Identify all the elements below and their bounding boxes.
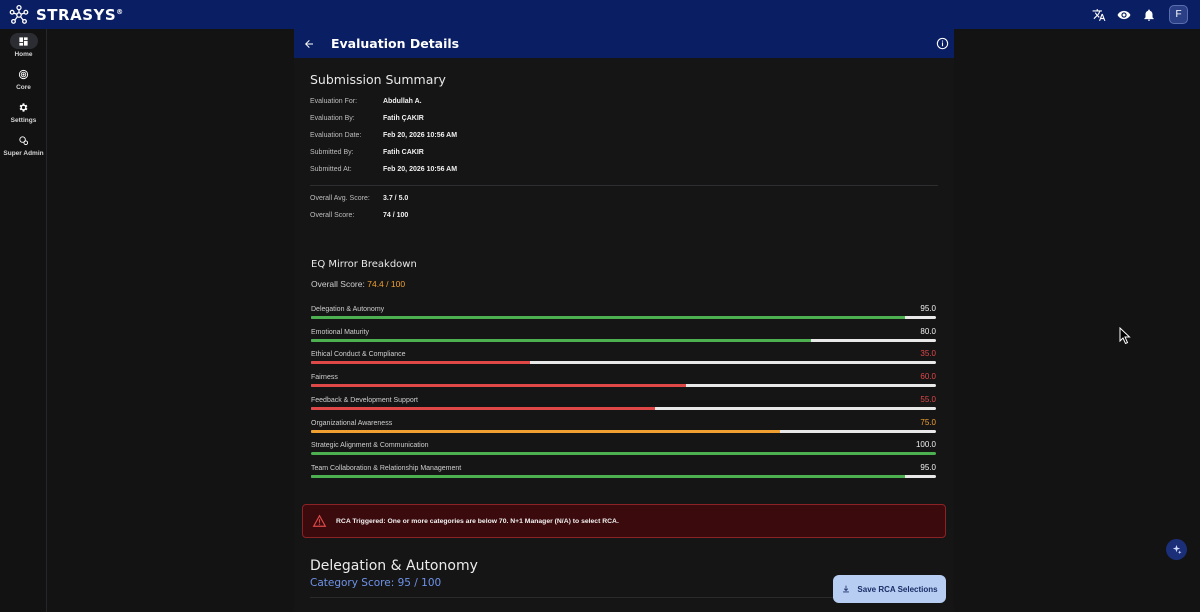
eq-category-value: 95.0 xyxy=(920,462,936,472)
eq-category-label: Organizational Awareness xyxy=(311,419,393,427)
eq-category-bar-fill xyxy=(311,361,530,365)
sidebar-nav: Home Core Settings Super Admin xyxy=(0,29,47,612)
brand-name: STRASYS® xyxy=(36,5,124,24)
eq-category-row: Feedback & Development Support 55.0 xyxy=(311,394,936,419)
notifications-button[interactable] xyxy=(1136,0,1161,29)
ai-assistant-button[interactable] xyxy=(1166,539,1187,560)
top-app-bar: STRASYS® F xyxy=(0,0,1200,29)
eq-category-value: 35.0 xyxy=(920,349,936,359)
eq-category-bar-fill xyxy=(311,429,780,433)
eq-category-bar-track xyxy=(311,384,936,388)
rca-alert-text: RCA Triggered: One or more categories ar… xyxy=(336,517,619,525)
panel-header: Evaluation Details xyxy=(294,29,954,58)
admin-gear-icon xyxy=(19,135,29,145)
eq-category-value: 100.0 xyxy=(915,440,936,450)
eq-category-value: 75.0 xyxy=(920,417,936,427)
eq-category-bar-fill xyxy=(311,338,811,342)
summary-divider xyxy=(310,185,938,186)
eq-category-label: Delegation & Autonomy xyxy=(311,306,385,313)
eq-category-bar-track xyxy=(311,406,936,410)
summary-row-evaluation-by: Evaluation By: Fatih ÇAKIR xyxy=(310,115,424,122)
eq-category-label: Fairness xyxy=(311,374,338,382)
eq-category-value: 55.0 xyxy=(920,394,936,404)
eq-category-value: 80.0 xyxy=(920,326,936,336)
brand-logo[interactable]: STRASYS® xyxy=(8,4,124,26)
eq-category-bar-track xyxy=(311,474,936,478)
eq-category-row: Emotional Maturity 80.0 xyxy=(311,326,936,351)
save-rca-selections-button[interactable]: Save RCA Selections xyxy=(833,575,946,603)
summary-row-evaluation-for: Evaluation For: Abdullah A. xyxy=(310,98,422,105)
eq-category-row: Strategic Alignment & Communication 100.0 xyxy=(311,440,936,464)
evaluation-details-panel: Evaluation Details Submission Summary Ev… xyxy=(294,29,954,612)
sidebar-item-label: Home xyxy=(14,51,33,58)
sidebar-item-label: Super Admin xyxy=(3,150,44,157)
logo-mark-icon xyxy=(9,4,29,24)
summary-row-submitted-by: Submitted By: Fatih CAKIR xyxy=(310,149,424,156)
dashboard-icon xyxy=(19,36,28,46)
translate-icon xyxy=(1092,8,1105,21)
overall-avg-score-row: Overall Avg. Score: 3.7 / 5.0 xyxy=(310,195,409,202)
back-button[interactable] xyxy=(302,37,316,51)
page-title: Evaluation Details xyxy=(331,36,460,51)
eq-category-bar-track xyxy=(311,452,936,456)
eq-category-row: Delegation & Autonomy 95.0 xyxy=(311,304,936,328)
eq-category-bar-fill xyxy=(311,384,686,388)
warning-icon xyxy=(312,514,327,527)
sidebar-item-label: Settings xyxy=(10,117,37,124)
eq-category-value: 60.0 xyxy=(920,372,936,382)
eq-category-bar-track xyxy=(311,338,936,342)
sidebar-item-super-admin[interactable]: Super Admin xyxy=(0,128,47,161)
arrow-left-icon xyxy=(305,39,313,48)
eq-category-bar-fill xyxy=(311,316,905,319)
eq-category-bar-fill xyxy=(311,406,655,410)
eq-category-label: Team Collaboration & Relationship Manage… xyxy=(311,464,462,472)
bell-icon xyxy=(1143,8,1154,21)
summary-row-submitted-at: Submitted At: Feb 20, 2026 10:56 AM xyxy=(310,166,458,173)
sidebar-item-core[interactable]: Core xyxy=(0,62,47,95)
eq-category-row: Ethical Conduct & Compliance 35.0 xyxy=(311,349,936,373)
eq-category-bar-fill xyxy=(311,452,936,456)
preview-button[interactable] xyxy=(1111,0,1136,29)
submission-summary-title: Submission Summary xyxy=(310,72,446,87)
eq-category-row: Team Collaboration & Relationship Manage… xyxy=(311,462,936,487)
category-title: Delegation & Autonomy xyxy=(310,558,478,574)
summary-row-evaluation-date: Evaluation Date: Feb 20, 2026 10:56 AM xyxy=(310,132,458,139)
eq-category-bar-track xyxy=(311,429,936,433)
rca-alert: RCA Triggered: One or more categories ar… xyxy=(302,504,946,538)
eq-category-row: Fairness 60.0 xyxy=(311,372,936,396)
sidebar-item-settings[interactable]: Settings xyxy=(0,95,47,128)
download-icon xyxy=(843,585,850,593)
category-score: Category Score: 95 / 100 xyxy=(310,577,442,589)
eq-category-value: 95.0 xyxy=(920,304,936,313)
overall-score-row: Overall Score: 74 / 100 xyxy=(310,212,409,219)
eq-category-label: Strategic Alignment & Communication xyxy=(311,442,429,450)
sidebar-item-label: Core xyxy=(16,84,31,91)
eye-icon xyxy=(1117,10,1130,19)
eq-category-label: Ethical Conduct & Compliance xyxy=(311,351,406,359)
eq-category-bar-track xyxy=(311,361,936,365)
sparkle-icon xyxy=(1172,544,1182,555)
category-divider xyxy=(310,597,938,598)
eq-category-bar-fill xyxy=(311,474,905,478)
mouse-cursor-icon xyxy=(1119,327,1131,345)
sidebar-item-home[interactable]: Home xyxy=(0,29,47,62)
eq-category-label: Feedback & Development Support xyxy=(311,396,419,404)
info-icon[interactable] xyxy=(936,37,949,50)
eq-mirror-title: EQ Mirror Breakdown xyxy=(311,259,417,270)
eq-category-bar-track xyxy=(311,316,936,319)
core-icon xyxy=(18,69,29,79)
user-avatar[interactable]: F xyxy=(1169,5,1188,24)
eq-category-label: Emotional Maturity xyxy=(311,328,369,336)
eq-overall-score: Overall Score: 74.4 / 100 xyxy=(311,279,406,289)
eq-category-row: Organizational Awareness 75.0 xyxy=(311,417,936,442)
translate-button[interactable] xyxy=(1086,0,1111,29)
gear-icon xyxy=(19,102,28,112)
